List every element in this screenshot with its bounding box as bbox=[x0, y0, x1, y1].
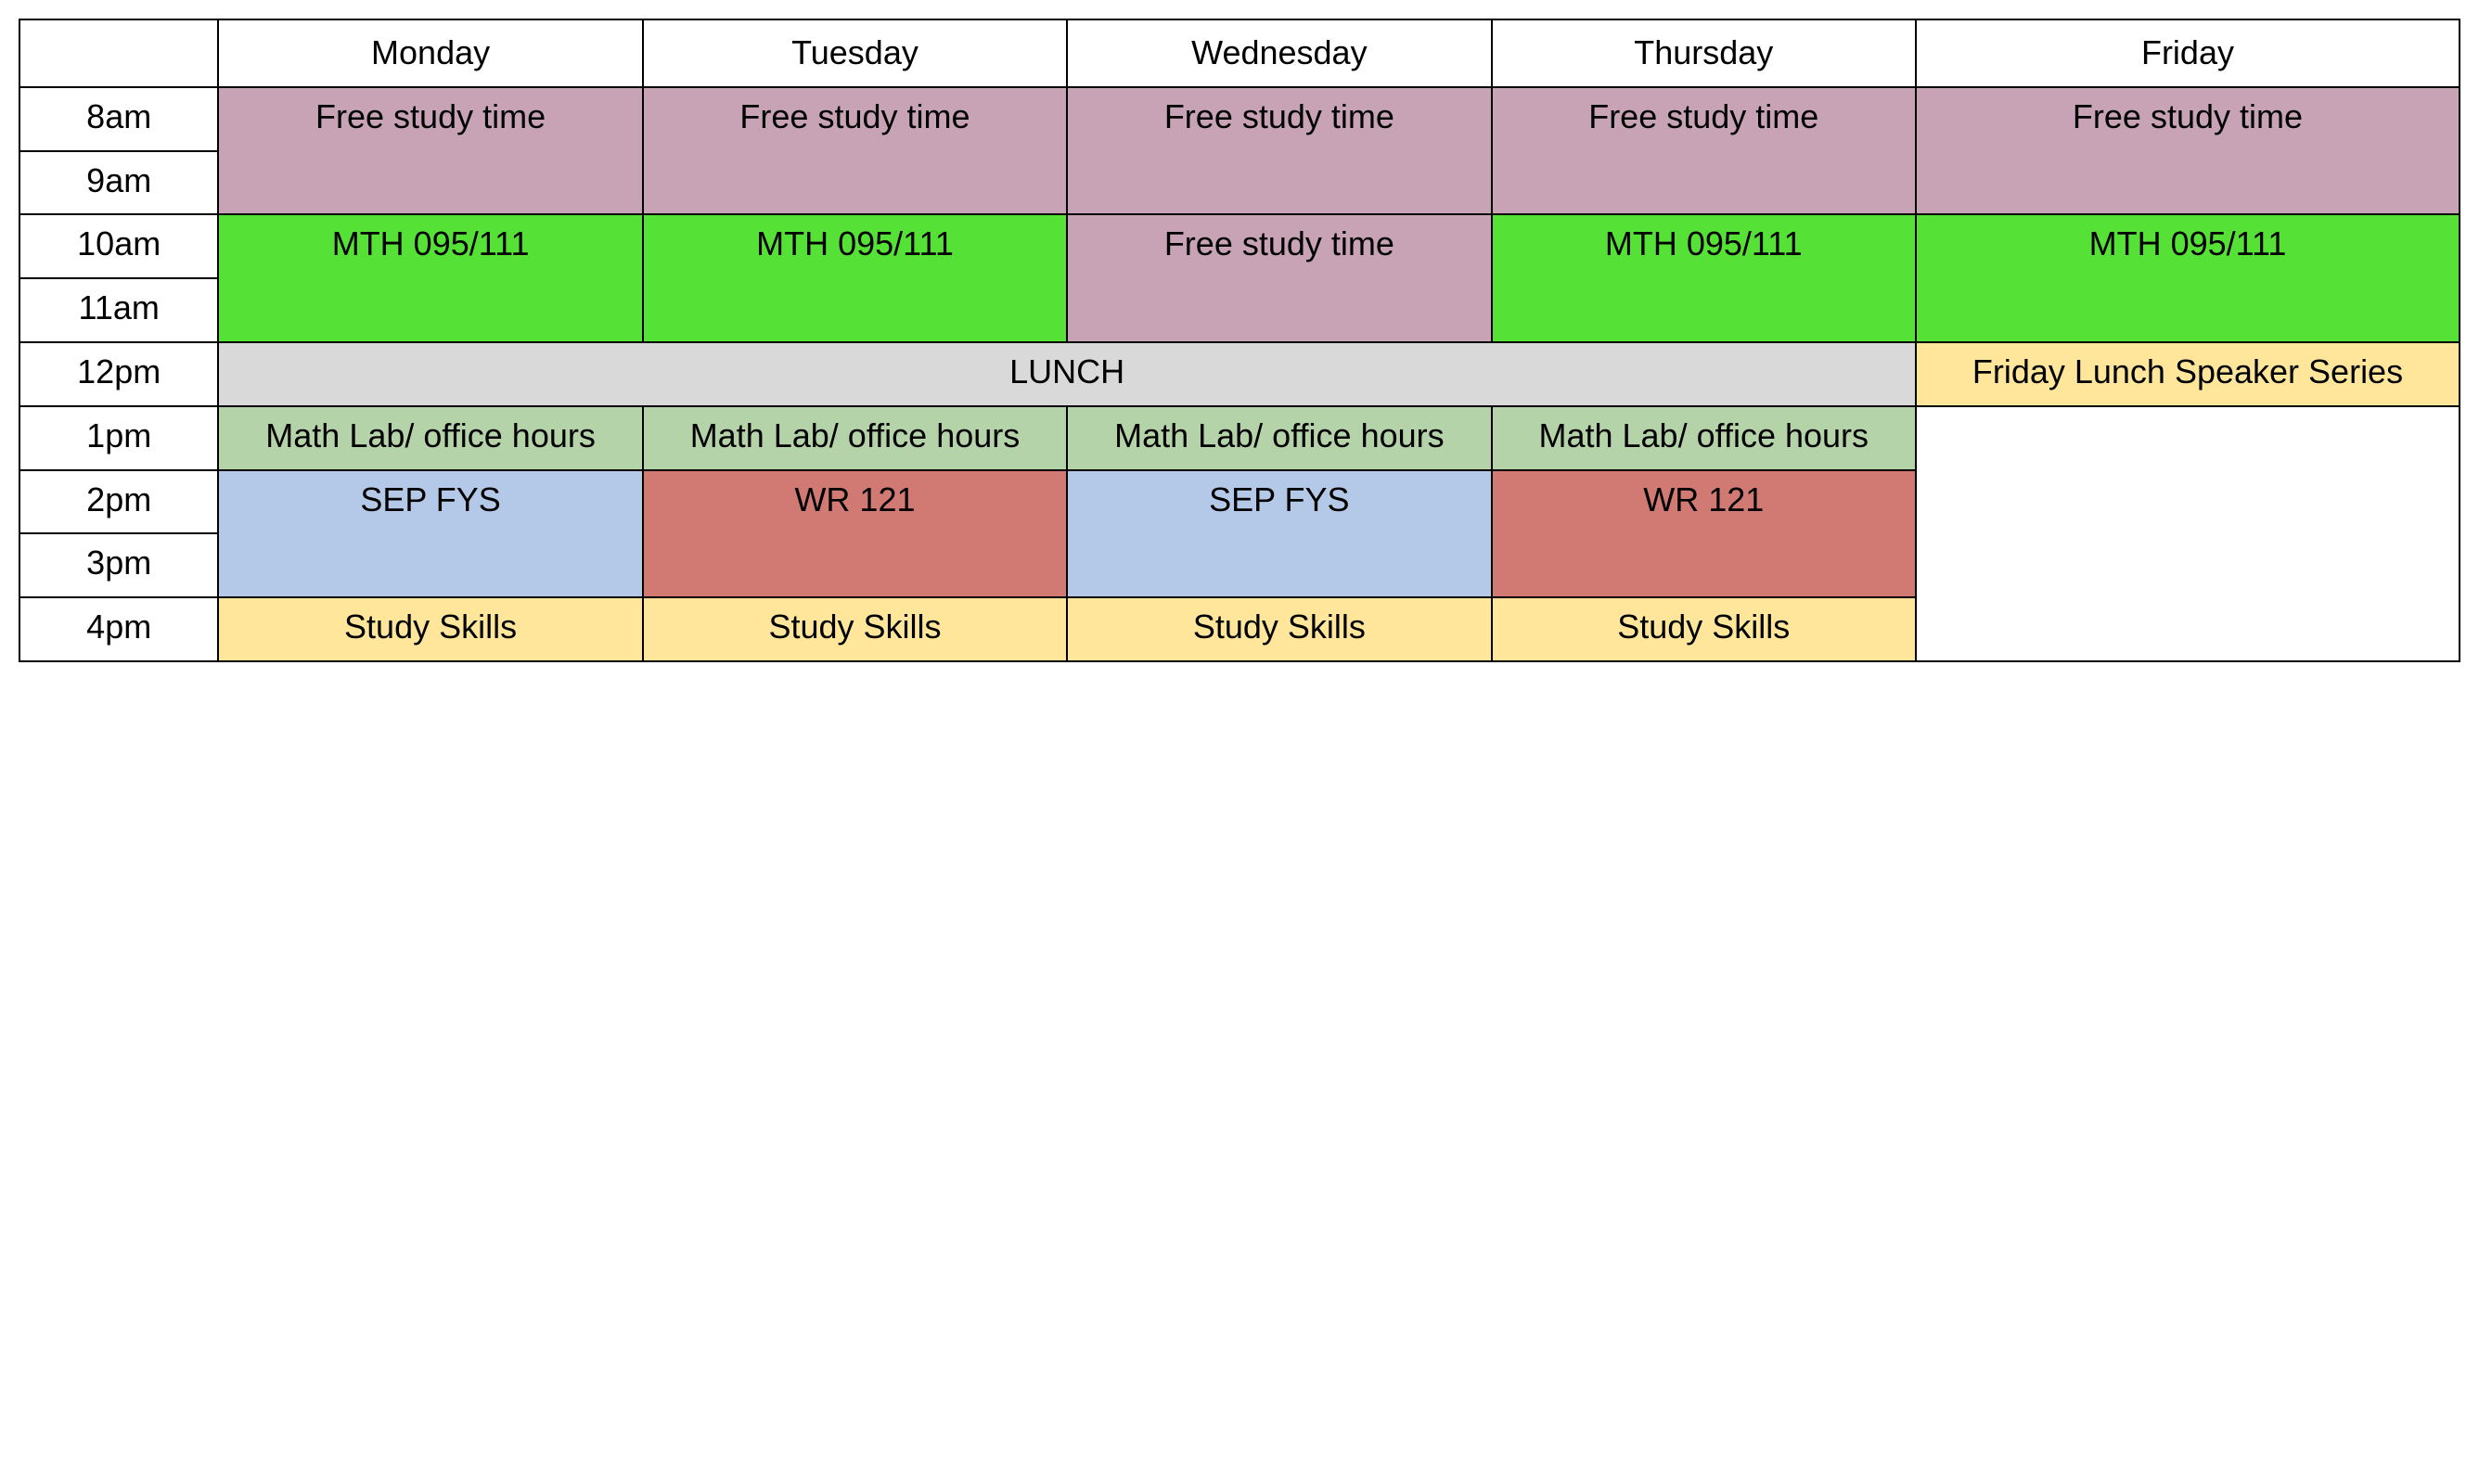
thu-1-mathlab: Math Lab/ office hours bbox=[1492, 406, 1916, 470]
wed-1-mathlab: Math Lab/ office hours bbox=[1067, 406, 1491, 470]
mon-thu-12-lunch: LUNCH bbox=[218, 342, 1916, 406]
header-wed: Wednesday bbox=[1067, 19, 1491, 87]
header-thu: Thursday bbox=[1492, 19, 1916, 87]
tue-10-12-math: MTH 095/111 bbox=[643, 214, 1067, 342]
header-row: Monday Tuesday Wednesday Thursday Friday bbox=[19, 19, 2460, 87]
fri-8-10-freestudy: Free study time bbox=[1916, 87, 2460, 215]
fri-1-5-blank bbox=[1916, 406, 2460, 661]
tue-2-4-wr121: WR 121 bbox=[643, 470, 1067, 598]
mon-8-10-freestudy: Free study time bbox=[218, 87, 642, 215]
time-12pm: 12pm bbox=[19, 342, 218, 406]
wed-2-4-sepfys: SEP FYS bbox=[1067, 470, 1491, 598]
header-fri: Friday bbox=[1916, 19, 2460, 87]
time-1pm: 1pm bbox=[19, 406, 218, 470]
header-mon: Monday bbox=[218, 19, 642, 87]
fri-12-speaker: Friday Lunch Speaker Series bbox=[1916, 342, 2460, 406]
header-blank bbox=[19, 19, 218, 87]
time-11am: 11am bbox=[19, 278, 218, 342]
wed-10-12-freestudy: Free study time bbox=[1067, 214, 1491, 342]
tue-1-mathlab: Math Lab/ office hours bbox=[643, 406, 1067, 470]
wed-8-10-freestudy: Free study time bbox=[1067, 87, 1491, 215]
mon-10-12-math: MTH 095/111 bbox=[218, 214, 642, 342]
time-8am: 8am bbox=[19, 87, 218, 151]
row-12pm: 12pm LUNCH Friday Lunch Speaker Series bbox=[19, 342, 2460, 406]
time-9am: 9am bbox=[19, 151, 218, 215]
thu-8-10-freestudy: Free study time bbox=[1492, 87, 1916, 215]
fri-10-12-math: MTH 095/111 bbox=[1916, 214, 2460, 342]
row-10am: 10am MTH 095/111 MTH 095/111 Free study … bbox=[19, 214, 2460, 278]
time-4pm: 4pm bbox=[19, 597, 218, 661]
mon-4-studyskills: Study Skills bbox=[218, 597, 642, 661]
row-8am: 8am Free study time Free study time Free… bbox=[19, 87, 2460, 151]
thu-4-studyskills: Study Skills bbox=[1492, 597, 1916, 661]
thu-2-4-wr121: WR 121 bbox=[1492, 470, 1916, 598]
tue-4-studyskills: Study Skills bbox=[643, 597, 1067, 661]
thu-10-12-math: MTH 095/111 bbox=[1492, 214, 1916, 342]
mon-2-4-sepfys: SEP FYS bbox=[218, 470, 642, 598]
header-tue: Tuesday bbox=[643, 19, 1067, 87]
mon-1-mathlab: Math Lab/ office hours bbox=[218, 406, 642, 470]
row-1pm: 1pm Math Lab/ office hours Math Lab/ off… bbox=[19, 406, 2460, 470]
weekly-schedule-table: Monday Tuesday Wednesday Thursday Friday… bbox=[19, 19, 2460, 662]
tue-8-10-freestudy: Free study time bbox=[643, 87, 1067, 215]
time-10am: 10am bbox=[19, 214, 218, 278]
wed-4-studyskills: Study Skills bbox=[1067, 597, 1491, 661]
time-3pm: 3pm bbox=[19, 533, 218, 597]
time-2pm: 2pm bbox=[19, 470, 218, 534]
